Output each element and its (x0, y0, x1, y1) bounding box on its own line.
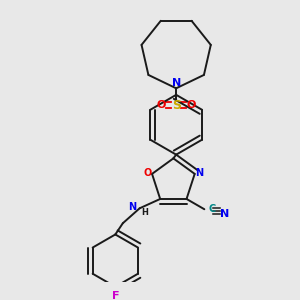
Text: C: C (208, 204, 215, 214)
Text: S: S (172, 99, 181, 112)
Text: N: N (195, 168, 203, 178)
Text: H: H (142, 208, 148, 217)
Text: F: F (112, 291, 119, 300)
Text: O: O (143, 168, 152, 178)
Text: N: N (220, 209, 230, 219)
Text: N: N (128, 202, 136, 212)
Text: N: N (172, 78, 182, 88)
Text: O: O (157, 100, 166, 110)
Text: O: O (186, 100, 196, 110)
